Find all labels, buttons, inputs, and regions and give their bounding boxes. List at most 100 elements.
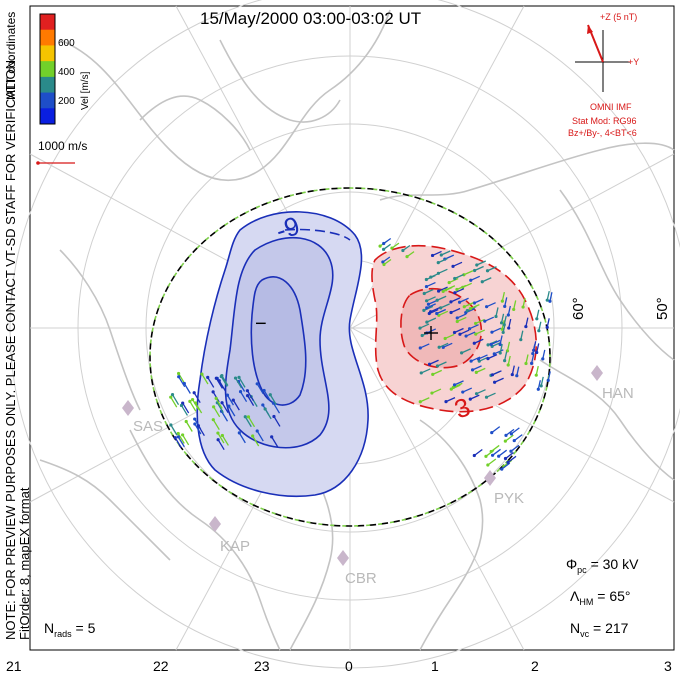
velocity-vector bbox=[220, 376, 228, 387]
velocity-vector bbox=[465, 331, 476, 337]
velocity-vector-origin bbox=[238, 390, 243, 394]
velocity-vector-origin bbox=[493, 380, 497, 384]
velocity-vector bbox=[192, 399, 200, 410]
velocity-vector-origin bbox=[418, 346, 422, 350]
velocity-vector-origin bbox=[472, 301, 476, 305]
velocity-vector-origin bbox=[196, 424, 200, 428]
velocity-vector bbox=[454, 380, 464, 386]
velocity-vector bbox=[217, 439, 225, 451]
imf-z-label: +Z (5 nT) bbox=[600, 12, 638, 22]
latitude-label-60: 60° bbox=[570, 297, 587, 320]
velocity-vector-origin bbox=[474, 392, 479, 396]
velocity-vector-origin bbox=[217, 379, 221, 383]
dawn-center-plus bbox=[424, 326, 438, 340]
velocity-vector-origin bbox=[430, 391, 434, 395]
velocity-vector bbox=[430, 307, 440, 313]
colorbar-swatch bbox=[40, 29, 55, 46]
velocity-vector-origin bbox=[437, 289, 441, 293]
velocity-vector-origin bbox=[534, 373, 538, 377]
velocity-vector bbox=[442, 286, 453, 292]
latitude-label-50: 50° bbox=[654, 297, 671, 320]
preview-note: NOTE: FOR PREVIEW PURPOSES ONLY. PLEASE … bbox=[3, 56, 18, 640]
velocity-vector bbox=[436, 308, 447, 315]
velocity-vector-origin bbox=[541, 357, 545, 361]
velocity-vector bbox=[221, 435, 229, 446]
velocity-vector-origin bbox=[193, 417, 197, 421]
stat-model-line1: Stat Mod: RG96 bbox=[572, 116, 637, 126]
velocity-vector bbox=[252, 435, 260, 447]
velocity-vector bbox=[247, 395, 255, 406]
velocity-vector bbox=[437, 361, 447, 367]
velocity-vector bbox=[197, 425, 205, 437]
velocity-vector bbox=[193, 392, 201, 404]
velocity-vector-origin bbox=[200, 372, 204, 376]
velocity-vector bbox=[237, 381, 246, 392]
velocity-vector-origin bbox=[460, 351, 464, 355]
velocity-vector-origin bbox=[262, 388, 266, 393]
velocity-vector bbox=[218, 380, 226, 392]
velocity-vector-origin bbox=[401, 248, 405, 253]
velocity-vector-origin bbox=[169, 395, 173, 399]
velocity-vector bbox=[183, 383, 191, 394]
velocity-vector bbox=[513, 434, 523, 442]
velocity-vector bbox=[475, 318, 485, 325]
velocity-vector-origin bbox=[381, 247, 386, 251]
mlt-label-0: 0 bbox=[345, 658, 353, 674]
velocity-vector-origin bbox=[509, 449, 513, 453]
station-han-marker bbox=[591, 365, 603, 381]
velocity-vector bbox=[450, 297, 461, 303]
velocity-vector bbox=[436, 295, 447, 301]
station-kap-marker bbox=[209, 516, 221, 532]
velocity-vector bbox=[178, 376, 186, 388]
velocity-vector-origin bbox=[231, 398, 235, 402]
mlt-label-3: 3 bbox=[664, 658, 672, 674]
velocity-vector bbox=[426, 296, 436, 302]
velocity-vector bbox=[177, 436, 185, 448]
velocity-vector-origin bbox=[437, 345, 441, 349]
velocity-vector bbox=[426, 303, 436, 309]
velocity-vector-origin bbox=[503, 304, 507, 308]
imf-source: OMNI IMF bbox=[590, 102, 632, 112]
velocity-vector-origin bbox=[227, 404, 231, 408]
velocity-vector bbox=[430, 272, 441, 278]
velocity-vector-origin bbox=[444, 400, 448, 404]
velocity-vector-origin bbox=[419, 371, 423, 375]
velocity-vector bbox=[470, 394, 480, 400]
velocity-vector bbox=[452, 261, 463, 267]
velocity-vector-origin bbox=[193, 422, 197, 426]
velocity-vector-origin bbox=[486, 357, 490, 361]
velocity-vector bbox=[438, 268, 448, 274]
velocity-vector bbox=[492, 448, 501, 456]
velocity-vector bbox=[448, 277, 459, 284]
dusk-contour-inner bbox=[250, 276, 307, 406]
velocity-vector bbox=[247, 416, 256, 428]
velocity-vector-origin bbox=[181, 433, 185, 437]
velocity-vector bbox=[182, 402, 190, 414]
velocity-vector-origin bbox=[504, 433, 508, 437]
velocity-vector bbox=[201, 373, 209, 385]
velocity-vector-origin bbox=[462, 273, 466, 277]
velocity-vector-origin bbox=[531, 351, 535, 356]
velocity-vector-origin bbox=[176, 371, 181, 376]
velocity-vector-origin bbox=[177, 375, 181, 379]
velocity-vector-origin bbox=[535, 317, 539, 321]
velocity-vector-origin bbox=[475, 263, 479, 267]
velocity-vector bbox=[269, 394, 277, 406]
velocity-vector bbox=[426, 317, 437, 323]
velocity-vector bbox=[271, 436, 279, 448]
velocity-vector-origin bbox=[490, 431, 494, 435]
velocity-vector-origin bbox=[545, 298, 549, 302]
velocity-vector-origin bbox=[382, 262, 386, 267]
velocity-vector-origin bbox=[500, 299, 504, 303]
velocity-vector bbox=[487, 458, 497, 466]
velocity-vector-origin bbox=[548, 299, 552, 303]
velocity-vector bbox=[492, 370, 502, 376]
velocity-vector-origin bbox=[476, 357, 481, 361]
velocity-vector bbox=[234, 377, 243, 389]
velocity-vector-origin bbox=[437, 313, 441, 317]
velocity-vector-origin bbox=[378, 244, 382, 248]
velocity-vector-origin bbox=[449, 300, 453, 304]
velocity-vector bbox=[473, 448, 483, 456]
velocity-vector-origin bbox=[486, 343, 490, 347]
coastlines bbox=[39, 9, 675, 651]
